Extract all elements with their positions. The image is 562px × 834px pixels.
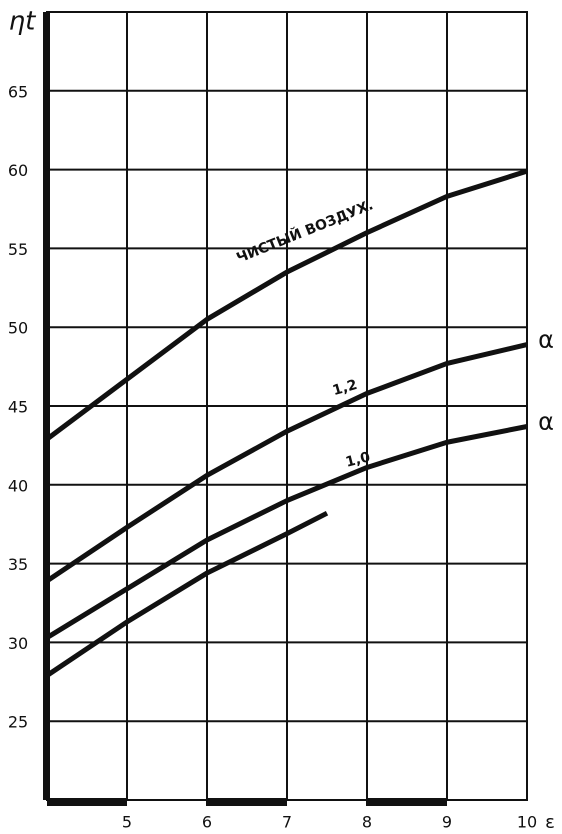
x-tick-label: 5 xyxy=(122,813,132,832)
series-label: ЧИСТЫЙ ВОЗДУХ. xyxy=(234,196,376,266)
y-tick-label: 55 xyxy=(8,240,28,259)
series-label: 1,0 xyxy=(344,449,372,471)
y-tick-label: 60 xyxy=(8,161,28,180)
x-tick-label: 7 xyxy=(282,813,292,832)
line xyxy=(45,168,528,442)
y-axis-label: ηt xyxy=(9,7,36,37)
x-axis-label: ε xyxy=(545,812,555,833)
y-tick-label: 65 xyxy=(8,82,28,101)
x-tick-label: 9 xyxy=(442,813,452,832)
y-tick-label: 35 xyxy=(8,555,28,574)
series-end-label: α xyxy=(538,326,554,354)
y-tick-label: 45 xyxy=(8,398,28,417)
y-tick-label: 25 xyxy=(8,713,28,732)
series-label: 1,2 xyxy=(331,377,359,399)
series-end-label: α xyxy=(538,407,554,435)
scale-bar xyxy=(47,798,127,806)
scale-bar xyxy=(206,798,287,806)
y-tick-label: 50 xyxy=(8,319,28,338)
y-tick-label: 30 xyxy=(8,634,28,653)
line xyxy=(45,510,329,678)
x-tick-label: 10 xyxy=(517,813,537,832)
x-tick-label: 6 xyxy=(202,813,212,832)
line xyxy=(45,342,528,584)
x-tick-label: 8 xyxy=(362,813,372,832)
scale-bar xyxy=(366,798,447,806)
y-tick-label: 40 xyxy=(8,476,28,495)
line xyxy=(45,424,528,640)
